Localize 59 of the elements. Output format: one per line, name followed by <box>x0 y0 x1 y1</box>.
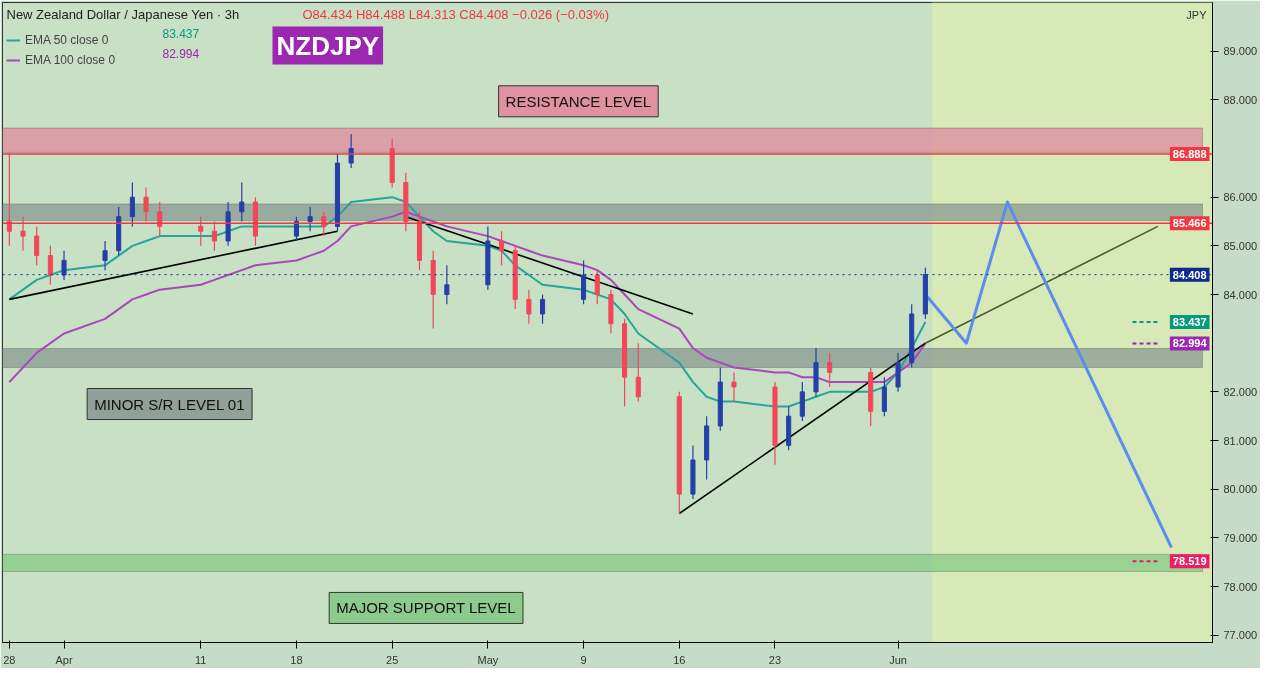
x-tick-label: 23 <box>768 653 782 666</box>
candlestick <box>731 371 737 403</box>
ref-line-label: 84.408 <box>1172 268 1207 281</box>
candlestick <box>20 216 26 252</box>
y-tick-label: 85.000 <box>1223 239 1258 252</box>
y-tick-label: 86.000 <box>1223 191 1258 204</box>
candlestick <box>444 264 450 305</box>
y-tick-label: 89.000 <box>1223 45 1258 58</box>
line-series <box>8 196 927 408</box>
candlestick <box>348 133 354 169</box>
band-label: RESISTANCE LEVEL <box>505 92 652 110</box>
x-tick-label: Jun <box>889 653 907 666</box>
x-tick-label: 25 <box>386 653 399 666</box>
y-tick-label: 81.000 <box>1223 434 1258 447</box>
band-label: MAJOR SUPPORT LEVEL <box>336 599 516 617</box>
legend-label: EMA 100 close 0 <box>25 52 116 68</box>
candlestick <box>34 225 40 266</box>
x-tick-label: 18 <box>290 653 303 666</box>
y-tick-label: 77.000 <box>1223 629 1258 642</box>
annotation: O84.434 H84.488 L84.313 C84.408 −0.026 (−0.03%) <box>302 6 609 22</box>
y-tick-label: 88.000 <box>1223 93 1258 106</box>
annotation: NZDJPY <box>276 30 380 61</box>
chart-title: New Zealand Dollar / Japanese Yen · 3h <box>6 6 240 22</box>
x-tick-label: May <box>477 653 499 666</box>
candlestick <box>307 206 313 232</box>
y-axis-title: JPY <box>1186 8 1208 21</box>
ref-line-label: 83.437 <box>1172 315 1207 328</box>
candlestick <box>102 240 108 271</box>
candlestick <box>198 216 204 247</box>
y-tick-label: 79.000 <box>1223 531 1258 544</box>
band-label: MINOR S/R LEVEL 01 <box>94 395 245 413</box>
x-tick-label: 28 <box>3 653 16 666</box>
x-tick-label: 9 <box>580 653 587 666</box>
y-tick-label: 84.000 <box>1223 288 1258 301</box>
ref-line-label: 82.994 <box>1172 337 1208 350</box>
y-tick-label: 80.000 <box>1223 483 1258 496</box>
candlestick <box>526 289 532 325</box>
legend-label: EMA 50 close 0 <box>25 32 109 48</box>
candlestick <box>594 269 600 305</box>
line-series <box>8 210 927 384</box>
x-tick-label: 16 <box>673 653 686 666</box>
candlestick <box>498 230 505 266</box>
x-tick-label: Apr <box>55 653 73 666</box>
candlestick <box>827 352 833 388</box>
y-tick-label: 82.000 <box>1223 385 1258 398</box>
ref-line-label: 85.466 <box>1172 217 1207 230</box>
annotation: 82.994 <box>162 46 200 61</box>
y-tick-label: 78.000 <box>1223 580 1258 593</box>
candlestick <box>239 181 245 223</box>
candlestick <box>61 250 67 281</box>
candlestick <box>47 245 53 286</box>
candlestick <box>540 293 546 325</box>
ref-line-label: 78.519 <box>1172 555 1207 568</box>
x-tick-label: 11 <box>195 653 207 666</box>
ref-line-label: 86.888 <box>1172 147 1207 160</box>
candlestick <box>143 186 149 223</box>
annotation: 83.437 <box>162 26 200 41</box>
candlestick <box>635 342 641 403</box>
candlestick <box>129 181 135 227</box>
